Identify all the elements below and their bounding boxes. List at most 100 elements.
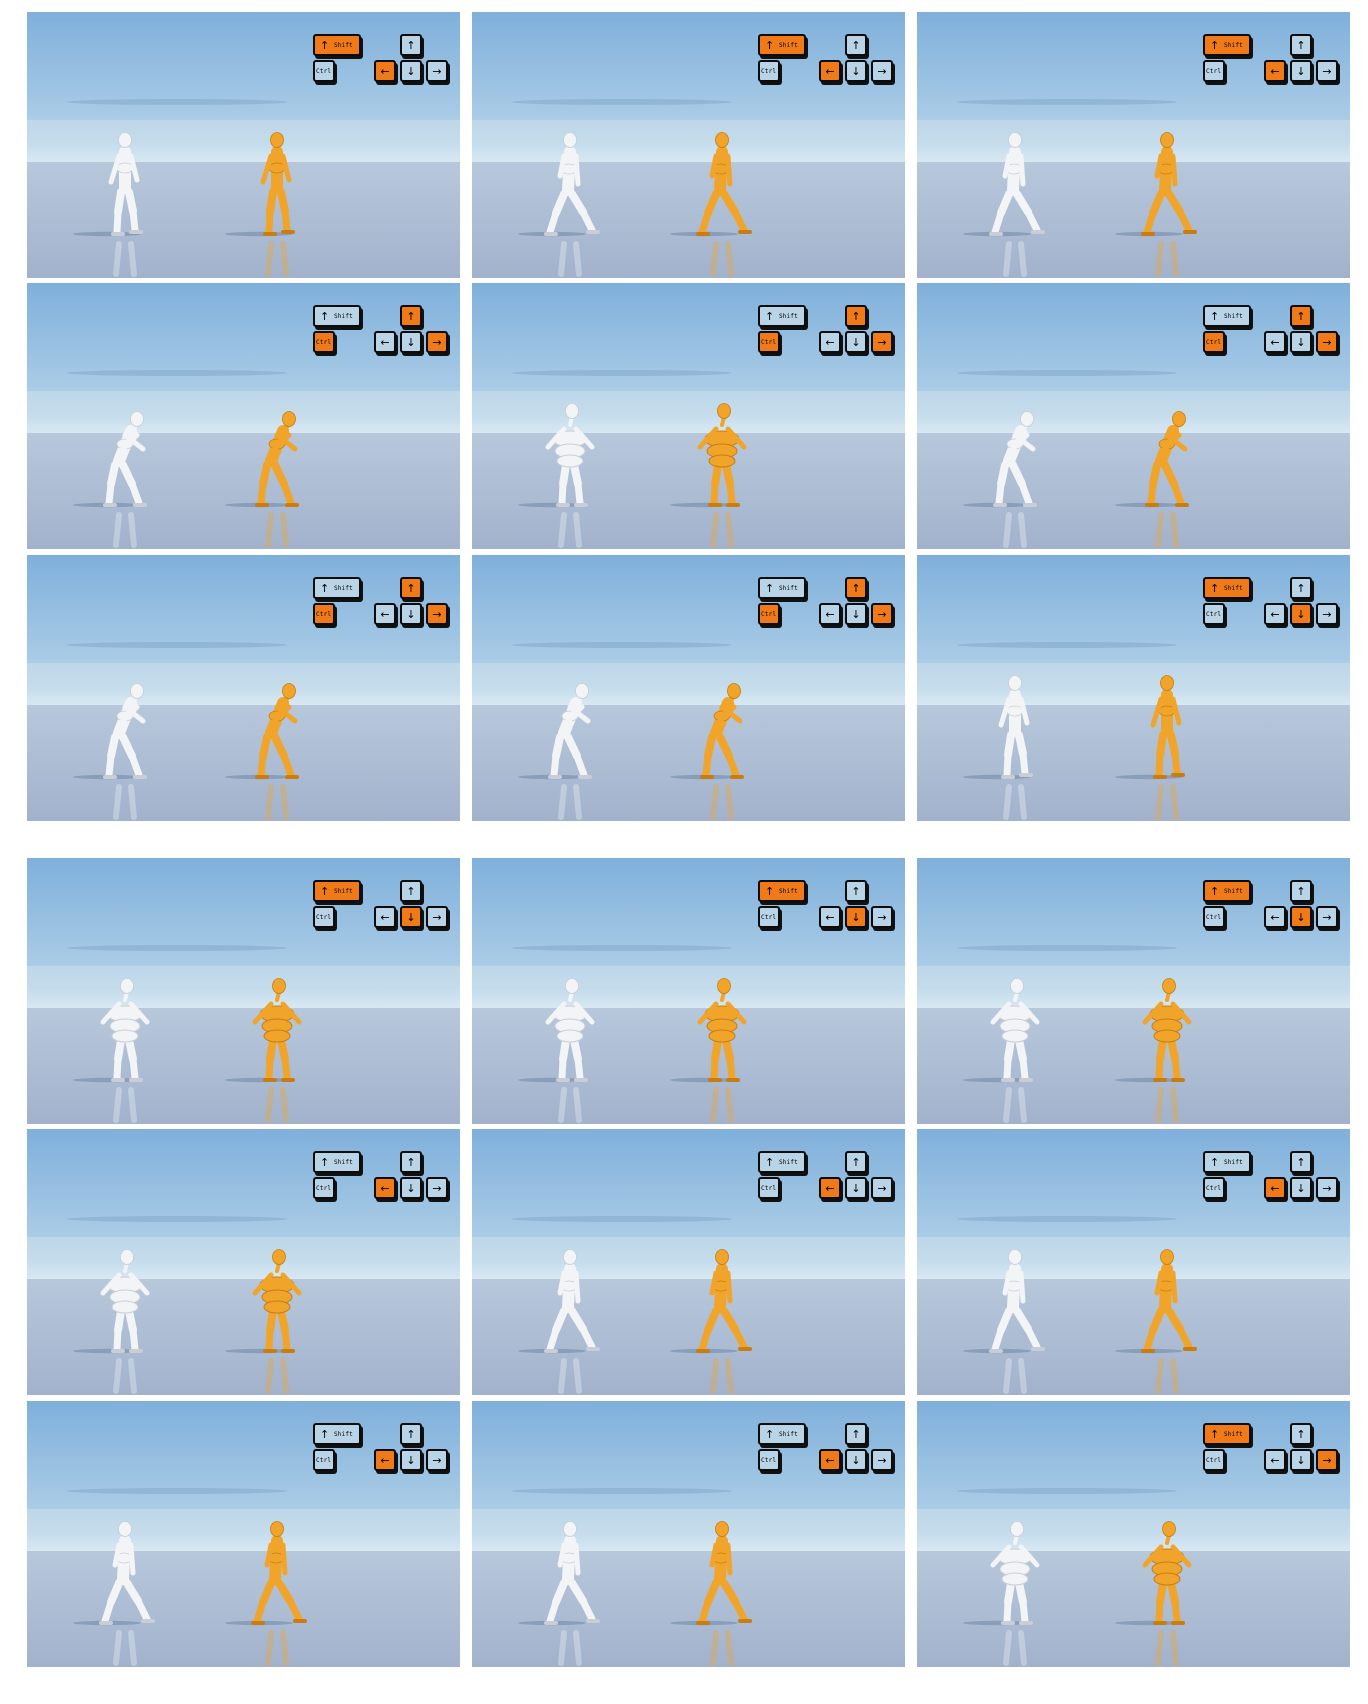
ctrl-key: Ctrl (1203, 1449, 1225, 1471)
right-arrow-icon: → (877, 335, 887, 349)
left-arrow-key: ← (374, 1449, 396, 1471)
up-arrow-icon: ↑ (406, 1155, 416, 1169)
shift-key: ↑ Shift (1203, 1423, 1251, 1445)
shift-key: ↑ Shift (758, 880, 806, 902)
ground-plane (472, 162, 905, 278)
ctrl-key-label: Ctrl (316, 1456, 332, 1464)
reference-figure (73, 1249, 150, 1394)
scene-render (472, 1401, 905, 1667)
shift-key-label: Shift (1223, 887, 1243, 895)
up-arrow-key: ↑ (400, 577, 422, 599)
shift-arrow-icon: ↑ (765, 1155, 775, 1169)
shift-arrow-icon: ↑ (1210, 1155, 1220, 1169)
shift-key: ↑ Shift (313, 1151, 361, 1173)
ground-plane (472, 1008, 905, 1124)
reference-figure (73, 683, 147, 820)
right-arrow-icon: → (877, 607, 887, 621)
up-arrow-icon: ↑ (1296, 309, 1306, 323)
down-arrow-key: ↓ (1290, 906, 1312, 928)
up-arrow-icon: ↑ (1296, 884, 1306, 898)
ctrl-key-label: Ctrl (1206, 913, 1222, 921)
reference-figure (963, 675, 1033, 820)
controlled-figure (670, 1521, 752, 1666)
left-arrow-icon: ← (1270, 335, 1280, 349)
shift-key: ↑ Shift (758, 1423, 806, 1445)
scene-render (472, 12, 905, 278)
ground-plane (27, 705, 460, 821)
animation-frame: ↑ Shift Ctrl ↑ ← ↓ → (27, 555, 460, 821)
keyboard-overlay: ↑ Shift Ctrl ↑ ← ↓ → (1203, 305, 1338, 357)
down-arrow-icon: ↓ (406, 335, 416, 349)
left-arrow-key: ← (1264, 60, 1286, 82)
keyboard-overlay: ↑ Shift Ctrl ↑ ← ↓ → (758, 305, 893, 357)
down-arrow-key: ↓ (1290, 1449, 1312, 1471)
controlled-figure (670, 683, 744, 820)
up-arrow-icon: ↑ (1296, 1155, 1306, 1169)
up-arrow-key: ↑ (400, 305, 422, 327)
shift-arrow-icon: ↑ (320, 309, 330, 323)
scene-render (27, 555, 460, 821)
shift-key: ↑ Shift (1203, 577, 1251, 599)
shift-arrow-icon: ↑ (320, 884, 330, 898)
left-arrow-key: ← (1264, 603, 1286, 625)
right-arrow-key: → (426, 603, 448, 625)
left-arrow-icon: ← (1270, 64, 1280, 78)
left-arrow-icon: ← (825, 64, 835, 78)
shift-arrow-icon: ↑ (765, 581, 775, 595)
shift-key-label: Shift (333, 887, 353, 895)
animation-frame: ↑ Shift Ctrl ↑ ← ↓ → (27, 1401, 460, 1667)
controlled-figure (670, 403, 747, 548)
up-arrow-key: ↑ (400, 1151, 422, 1173)
scene-render (472, 283, 905, 549)
scene-render (27, 1401, 460, 1667)
shift-arrow-icon: ↑ (1210, 38, 1220, 52)
down-arrow-key: ↓ (400, 1449, 422, 1471)
left-arrow-icon: ← (380, 910, 390, 924)
down-arrow-key: ↓ (400, 60, 422, 82)
animation-frame: ↑ Shift Ctrl ↑ ← ↓ → (917, 555, 1350, 821)
left-arrow-icon: ← (380, 64, 390, 78)
right-arrow-key: → (871, 60, 893, 82)
animation-frame: ↑ Shift Ctrl ↑ ← ↓ → (472, 555, 905, 821)
ctrl-key-label: Ctrl (761, 338, 777, 346)
down-arrow-icon: ↓ (1296, 335, 1306, 349)
right-arrow-icon: → (877, 1453, 887, 1467)
ctrl-key-label: Ctrl (316, 1184, 332, 1192)
keyboard-overlay: ↑ Shift Ctrl ↑ ← ↓ → (313, 34, 448, 86)
shift-key-label: Shift (333, 1158, 353, 1166)
left-arrow-key: ← (374, 1177, 396, 1199)
scene-render (917, 1129, 1350, 1395)
scene-render (917, 555, 1350, 821)
left-arrow-icon: ← (825, 607, 835, 621)
up-arrow-icon: ↑ (406, 309, 416, 323)
animation-frame: ↑ Shift Ctrl ↑ ← ↓ → (917, 1401, 1350, 1667)
shift-key-label: Shift (1223, 584, 1243, 592)
right-arrow-key: → (426, 60, 448, 82)
animation-frame: ↑ Shift Ctrl ↑ ← ↓ → (27, 858, 460, 1124)
ctrl-key-label: Ctrl (761, 610, 777, 618)
animation-frame: ↑ Shift Ctrl ↑ ← ↓ → (472, 283, 905, 549)
animation-frame: ↑ Shift Ctrl ↑ ← ↓ → (917, 1129, 1350, 1395)
up-arrow-key: ↑ (1290, 34, 1312, 56)
scene-render (917, 1401, 1350, 1667)
left-arrow-key: ← (374, 331, 396, 353)
up-arrow-icon: ↑ (1296, 581, 1306, 595)
shift-key-label: Shift (778, 41, 798, 49)
up-arrow-icon: ↑ (1296, 38, 1306, 52)
controlled-figure (1115, 132, 1197, 277)
right-arrow-key: → (426, 906, 448, 928)
right-arrow-key: → (1316, 331, 1338, 353)
ctrl-key: Ctrl (758, 1177, 780, 1199)
animation-frame: ↑ Shift Ctrl ↑ ← ↓ → (27, 283, 460, 549)
shift-key-label: Shift (333, 1430, 353, 1438)
down-arrow-key: ↓ (1290, 1177, 1312, 1199)
left-arrow-key: ← (819, 1177, 841, 1199)
keyboard-overlay: ↑ Shift Ctrl ↑ ← ↓ → (758, 1151, 893, 1203)
keyboard-overlay: ↑ Shift Ctrl ↑ ← ↓ → (1203, 1151, 1338, 1203)
left-arrow-key: ← (1264, 906, 1286, 928)
ctrl-key: Ctrl (758, 1449, 780, 1471)
down-arrow-icon: ↓ (1296, 910, 1306, 924)
down-arrow-icon: ↓ (851, 1453, 861, 1467)
shift-key: ↑ Shift (1203, 305, 1251, 327)
down-arrow-key: ↓ (1290, 603, 1312, 625)
